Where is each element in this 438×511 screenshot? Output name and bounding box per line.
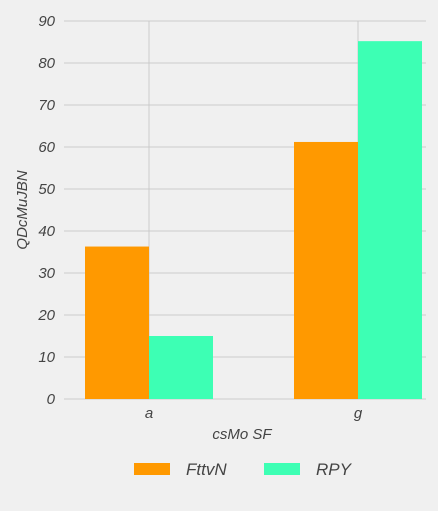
y-tick-label: 70 [38, 97, 55, 114]
legend: FttvN RPY [134, 460, 353, 479]
y-tick-label: 50 [38, 181, 55, 198]
x-tick-label: a [145, 405, 153, 422]
y-tick-label: 40 [38, 223, 55, 240]
y-tick-label: 10 [38, 349, 55, 366]
bar-FttvN-a [85, 246, 149, 399]
x-axis-title: csMo SF [212, 426, 272, 443]
bar-RPY-g [358, 41, 422, 399]
y-tick-label: 80 [38, 55, 55, 72]
y-axis-title: QDcMuJBN [14, 170, 31, 249]
y-tick-labels: 0 10 20 30 40 50 60 70 80 90 [37, 13, 55, 408]
legend-label-RPY: RPY [316, 460, 353, 479]
bar-RPY-a [149, 336, 213, 399]
y-tick-label: 20 [37, 307, 55, 324]
y-tick-label: 60 [38, 139, 55, 156]
y-tick-label: 0 [47, 391, 56, 408]
y-tick-label: 90 [38, 13, 55, 30]
legend-swatch-RPY [264, 463, 300, 475]
legend-label-FttvN: FttvN [186, 460, 227, 479]
legend-swatch-FttvN [134, 463, 170, 475]
x-tick-label: g [354, 405, 363, 422]
bars [85, 41, 422, 399]
bar-FttvN-g [294, 141, 358, 399]
y-tick-label: 30 [38, 265, 55, 282]
